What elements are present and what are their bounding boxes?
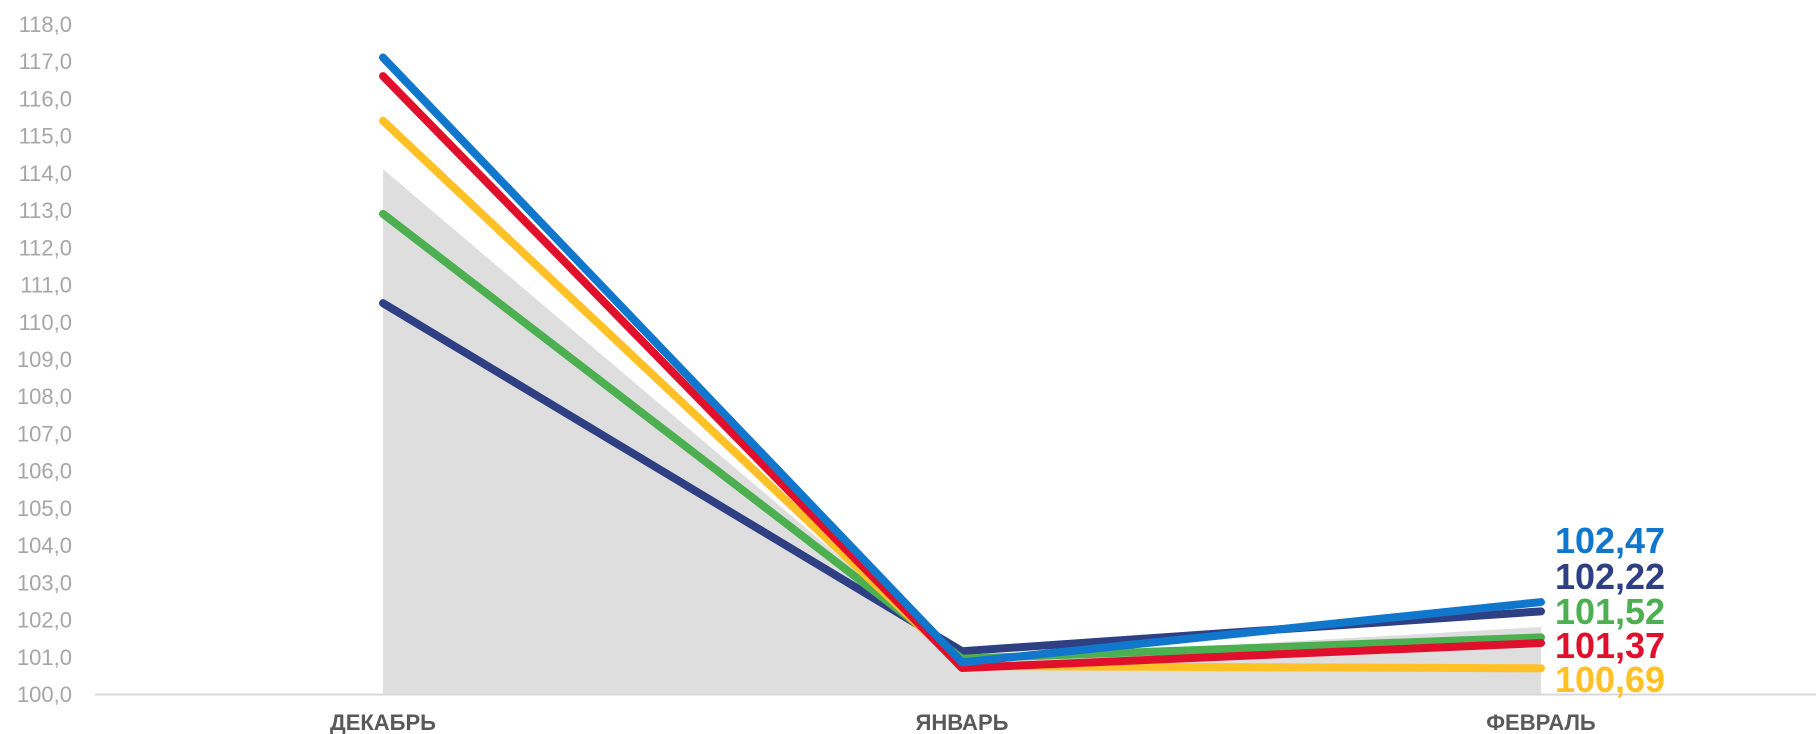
end-data-label: 101,37 [1555, 625, 1665, 666]
series-line [379, 53, 1545, 667]
end-data-label: 100,69 [1555, 659, 1665, 700]
y-tick-label: 115,0 [19, 124, 72, 149]
x-tick-label: ДЕКАБРЬ [330, 710, 436, 734]
end-data-label: 102,47 [1555, 520, 1665, 561]
y-tick-label: 106,0 [17, 459, 72, 484]
y-tick-label: 114,0 [19, 161, 72, 186]
y-tick-label: 112,0 [19, 235, 72, 260]
y-tick-label: 100,0 [17, 682, 72, 707]
y-tick-label: 104,0 [17, 533, 72, 558]
end-data-label: 101,52 [1555, 591, 1665, 632]
end-data-label: 102,22 [1555, 556, 1665, 597]
y-tick-label: 113,0 [19, 198, 72, 223]
y-tick-label: 109,0 [17, 347, 72, 372]
y-tick-label: 118,0 [19, 12, 72, 37]
background-area-layer [383, 169, 1541, 694]
y-tick-label: 107,0 [17, 421, 72, 446]
y-tick-label: 103,0 [17, 570, 72, 595]
y-tick-label: 108,0 [17, 384, 72, 409]
y-tick-label: 116,0 [19, 86, 72, 111]
x-tick-label: ЯНВАРЬ [916, 710, 1009, 734]
y-tick-label: 101,0 [17, 645, 72, 670]
axis-layer: 100,0 101,0 102,0 103,0 104,0 105,0 106,0 107,0… [17, 12, 1816, 734]
series-line [379, 72, 1545, 672]
y-tick-label: 117,0 [19, 49, 72, 74]
y-tick-label: 102,0 [17, 608, 72, 633]
background-area [383, 169, 1541, 694]
y-tick-label: 110,0 [19, 310, 72, 335]
y-tick-label: 111,0 [20, 273, 72, 298]
y-tick-label: 105,0 [17, 496, 72, 521]
series-layer [379, 53, 1545, 673]
x-tick-label: ФЕВРАЛЬ [1486, 710, 1596, 734]
